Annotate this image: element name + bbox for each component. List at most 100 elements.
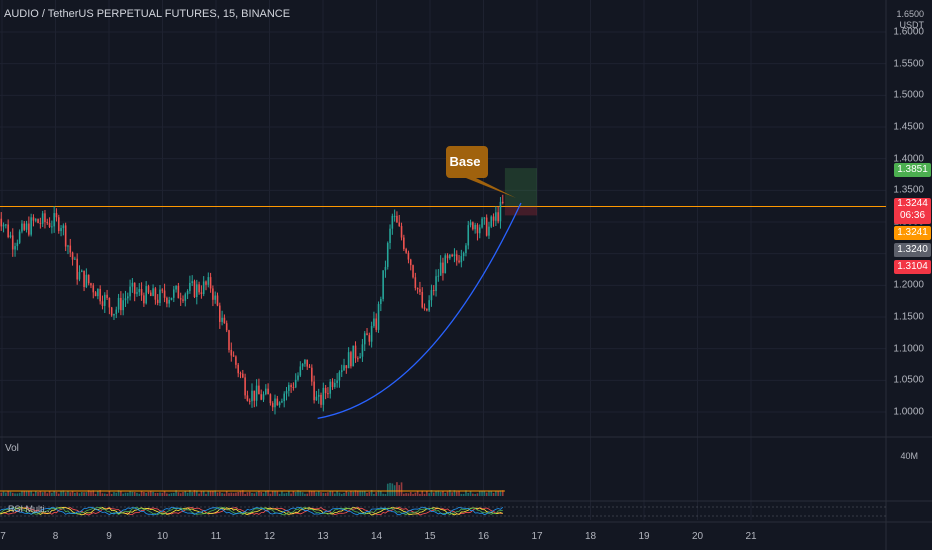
candle-body xyxy=(398,222,401,227)
candle-body xyxy=(129,286,131,297)
volume-bar xyxy=(428,493,430,496)
volume-bar xyxy=(60,490,62,496)
candle-body xyxy=(11,235,14,250)
candle-body xyxy=(106,294,108,298)
volume-bar xyxy=(391,483,394,496)
candle-body xyxy=(350,352,352,367)
time-tick-label: 17 xyxy=(531,531,543,542)
volume-bar xyxy=(320,492,322,496)
candle-body xyxy=(193,281,196,298)
candle-body xyxy=(221,317,223,322)
candle-body xyxy=(161,289,164,291)
candle-body xyxy=(492,216,495,221)
volume-bar xyxy=(205,493,207,496)
candle-body xyxy=(269,394,272,404)
volume-indicator-label[interactable]: Vol xyxy=(5,443,19,454)
volume-bar xyxy=(469,490,472,496)
candle-body xyxy=(147,286,150,293)
volume-bar xyxy=(495,490,497,496)
volume-bar xyxy=(435,491,437,496)
candle-body xyxy=(405,249,407,253)
price-tick-label: 1.6000 xyxy=(893,26,924,38)
volume-bar xyxy=(120,490,122,496)
volume-bar xyxy=(258,491,260,496)
candle-body xyxy=(92,285,95,293)
candle-body xyxy=(421,291,424,308)
candle-body xyxy=(21,223,23,232)
volume-bar xyxy=(260,491,263,496)
volume-bar xyxy=(83,492,85,496)
candle-body xyxy=(149,292,152,296)
candle-body xyxy=(462,253,465,257)
rsi-indicator-label[interactable]: RSI Multi... xyxy=(8,504,53,514)
volume-bar xyxy=(67,490,69,496)
volume-bar xyxy=(223,493,226,496)
candle-body xyxy=(495,212,497,221)
time-tick-label: 12 xyxy=(263,531,276,542)
candle-body xyxy=(205,281,207,285)
candle-body xyxy=(175,285,177,290)
volume-bar xyxy=(416,491,419,496)
volume-bar xyxy=(69,492,72,496)
bid-price-badge: 1.3241 xyxy=(894,226,931,240)
candle-body xyxy=(87,274,90,284)
candle-body xyxy=(430,290,433,301)
candle-body xyxy=(159,289,161,303)
volume-bar xyxy=(400,482,403,496)
candle-body xyxy=(317,394,320,397)
time-tick-label: 13 xyxy=(317,531,329,542)
target-price-badge: 1.3851 xyxy=(894,163,931,177)
candle-body xyxy=(85,274,88,287)
candle-body xyxy=(357,358,359,360)
candle-body xyxy=(306,359,309,367)
volume-bar xyxy=(124,492,127,496)
candle-body xyxy=(407,252,410,260)
candle-body xyxy=(182,299,184,301)
candle-body xyxy=(133,282,136,294)
volume-bar xyxy=(168,493,170,496)
volume-bar xyxy=(306,493,309,496)
candle-body xyxy=(285,390,288,394)
price-tick-label: 1.4000 xyxy=(893,153,924,165)
candle-body xyxy=(347,352,350,369)
time-tick-label: 11 xyxy=(210,531,222,542)
candle-body xyxy=(101,301,104,306)
candle-body xyxy=(329,381,332,394)
volume-bar xyxy=(9,491,12,496)
candle-body xyxy=(41,213,44,224)
volume-bar xyxy=(23,491,26,496)
candle-body xyxy=(80,270,83,272)
long-position-profit-zone xyxy=(504,168,537,207)
candle-body xyxy=(292,386,295,388)
volume-bar xyxy=(426,491,428,496)
volume-bar xyxy=(37,491,39,496)
symbol-title[interactable]: AUDIO / TetherUS PERPETUAL FUTURES, 15, … xyxy=(4,8,291,20)
volume-bar xyxy=(230,492,233,496)
candle-body xyxy=(299,366,302,376)
volume-bar xyxy=(18,492,21,496)
candle-body xyxy=(458,260,460,263)
volume-bar xyxy=(359,490,361,496)
volume-bar xyxy=(244,493,246,496)
candle-body xyxy=(497,212,499,222)
time-tick-label: 20 xyxy=(691,531,704,542)
candle-body xyxy=(239,373,242,375)
candle-body xyxy=(154,288,157,300)
candle-body xyxy=(83,270,85,287)
candle-body xyxy=(499,201,502,222)
volume-bar xyxy=(103,493,106,496)
price-tick-label: 1.3500 xyxy=(893,184,924,196)
candle-body xyxy=(483,217,486,219)
volume-bar xyxy=(472,493,474,496)
candle-body xyxy=(113,313,115,316)
candle-body xyxy=(414,277,417,288)
volume-bar xyxy=(7,490,9,496)
candle-body xyxy=(265,388,267,395)
volume-bar xyxy=(16,493,19,496)
candle-body xyxy=(437,275,440,277)
candle-body xyxy=(7,224,9,238)
candle-body xyxy=(28,223,30,235)
volume-bar xyxy=(501,490,504,496)
volume-bar xyxy=(90,491,92,496)
